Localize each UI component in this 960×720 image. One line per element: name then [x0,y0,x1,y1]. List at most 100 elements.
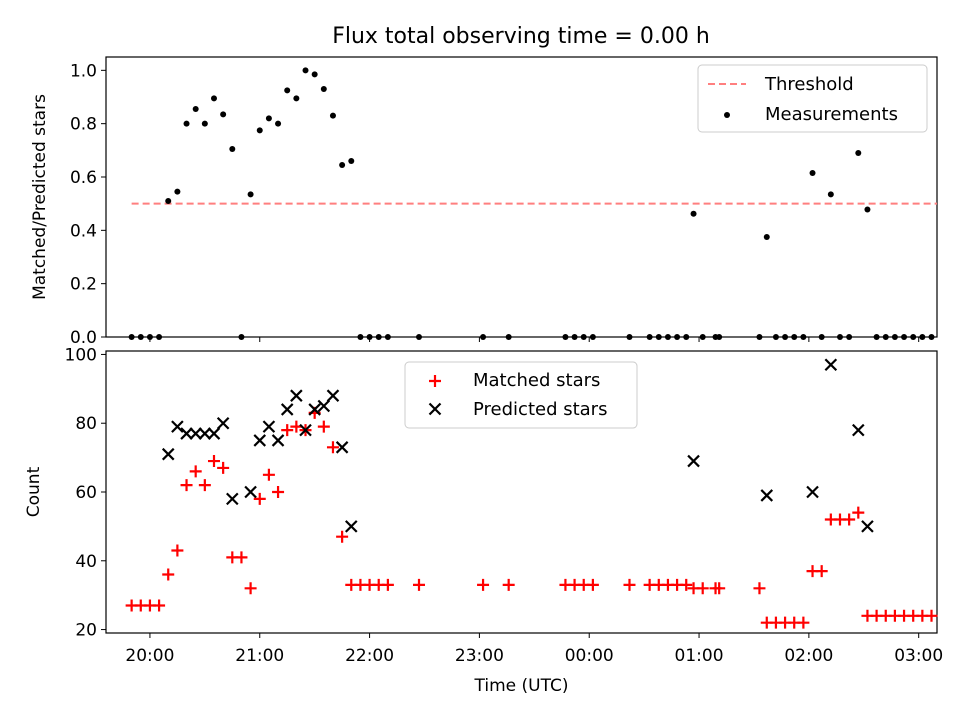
top-legend-box [697,64,928,133]
matched-star-point [925,609,938,622]
x-axis-label: Time (UTC) [474,676,569,696]
measurement-point [864,206,871,213]
measurement-point [357,334,364,340]
bottom-y-tick-label: 60 [75,483,97,503]
bottom-y-axis-label: Count [24,466,44,517]
predicted-star-point [299,423,312,437]
legend-predicted-label: Predicted stars [473,399,607,420]
predicted-star-point [271,434,285,447]
measurement-point [690,210,697,217]
predicted-star-point [335,441,349,454]
measurement-point [201,120,208,127]
measurement-point [137,334,144,340]
measurement-point [156,334,163,340]
predicted-star-point [806,485,819,499]
measurement-point [348,158,355,164]
matched-star-point [680,578,693,591]
measurement-point [580,334,587,340]
measurement-point [836,334,843,340]
x-tick-label: 03:00 [894,646,943,666]
measurement-point [683,334,690,340]
top-y-tick-label: 0.8 [70,115,97,135]
matched-star-point [381,578,394,591]
top-axes-frame [105,56,938,338]
predicted-star-point [207,427,221,440]
measurement-point [146,334,153,340]
measurement-point [183,120,190,127]
bottom-y-tick-label: 40 [75,552,97,572]
matched-star-point [189,465,202,478]
measurement-point [891,334,898,340]
measurement-point [366,334,373,340]
measurement-point [505,334,512,340]
predicted-star-point [344,520,358,533]
predicted-star-point [290,389,303,402]
matched-star-point [326,441,339,454]
matched-star-point [696,582,709,595]
predicted-star-point [262,420,276,433]
matched-star-point [713,582,726,595]
measurement-point [284,87,291,94]
matched-star-point [753,582,766,595]
measurement-point [562,334,569,340]
predicted-star-point [280,403,294,416]
measurement-point [901,334,908,340]
predicted-star-point [180,427,193,440]
matched-star-point [198,479,211,492]
measurement-point [302,67,309,74]
measurement-point [928,334,935,340]
top-y-axis-label: Matched/Predicted stars [30,94,50,300]
predicted-star-point [253,434,267,447]
predicted-star-point [244,485,257,499]
measurement-point [571,334,578,340]
legend-measurements-label: Measurements [765,104,898,125]
measurement-point [220,111,227,118]
measurement-point [674,334,681,340]
x-tick-label: 21:00 [235,646,284,666]
measurement-point [626,334,633,340]
measurement-point [772,334,779,340]
matched-star-point [262,468,275,481]
measurement-point [756,334,763,340]
x-tick-label: 02:00 [784,646,833,666]
measurement-point [311,71,318,78]
matched-star-point [502,578,515,591]
predicted-star-point [226,492,239,506]
predicted-star-point [852,423,865,437]
legend-measurements-swatch [724,112,730,118]
x-tick-label: 20:00 [125,646,174,666]
x-tick-label: 01:00 [675,646,724,666]
measurement-point [247,191,254,198]
measurement-point [809,170,816,176]
predicted-star-point [861,520,874,533]
x-tick-label: 23:00 [455,646,504,666]
matched-star-point [412,578,425,591]
measurement-point [256,127,263,134]
measurement-point [827,191,834,198]
measurement-point [293,95,300,102]
measurement-point [384,334,391,340]
measurement-point [192,106,199,112]
measurement-point [320,86,327,92]
matched-star-point [797,616,810,629]
matched-star-point [153,599,166,612]
measurement-point [174,188,181,195]
bottom-y-tick-label: 100 [65,345,97,365]
measurement-point [589,334,596,340]
measurement-point [800,334,807,340]
measurement-point [229,146,236,152]
matched-star-point [843,513,856,526]
matched-star-point [317,420,330,433]
measurement-point [480,334,487,340]
measurement-point [664,334,671,340]
matched-star-point [253,492,266,505]
measurement-point [339,162,346,168]
predicted-star-point [171,420,184,433]
measurement-point [210,95,217,102]
top-y-tick-label: 0.6 [70,168,97,188]
measurement-point [716,334,723,340]
measurement-point [128,334,135,340]
matched-star-point [235,551,248,564]
predicted-star-point [198,427,212,440]
matched-star-point [162,568,175,581]
